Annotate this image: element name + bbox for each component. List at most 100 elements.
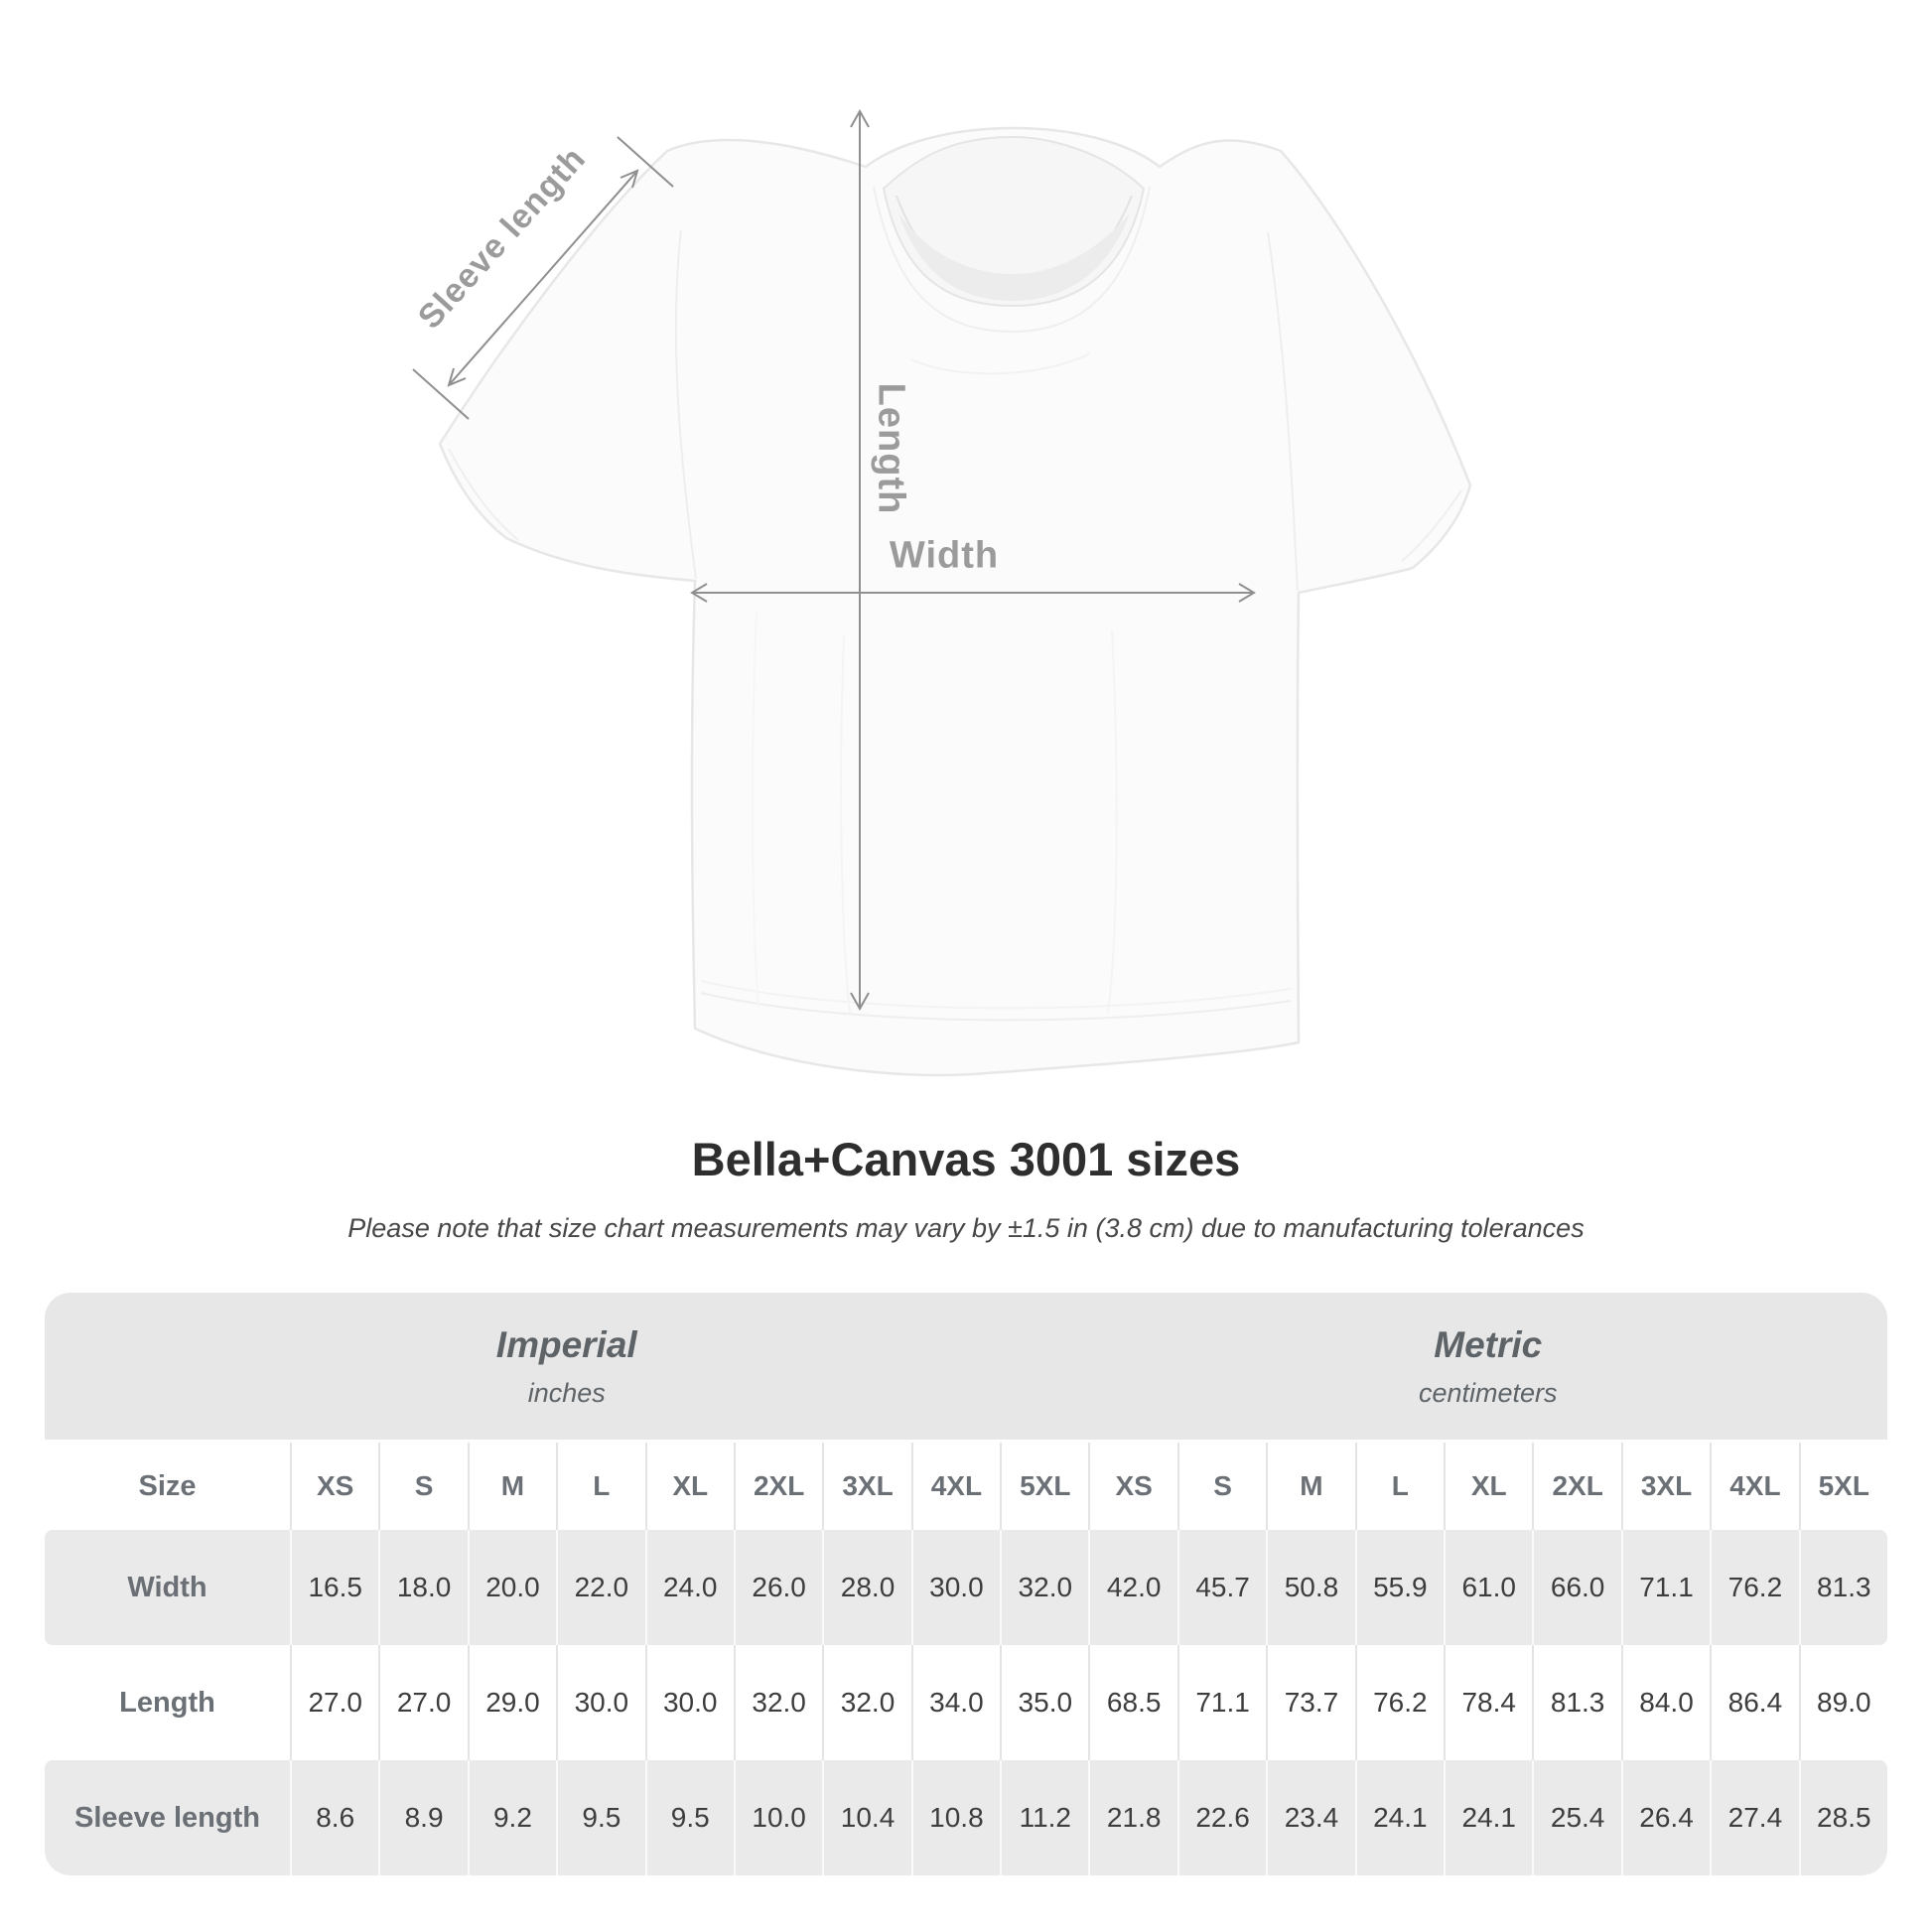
value-cell-metric: 71.1 <box>1176 1645 1266 1760</box>
value-cell-metric: 24.1 <box>1444 1760 1532 1875</box>
size-header-row: Size XS S M L XL 2XL 3XL 4XL 5XL XS S M L XL 2XL 3XL 4XL 5… <box>45 1443 1887 1530</box>
chest-drape <box>910 352 1091 375</box>
table-row-length: Length 27.0 27.0 29.0 30.0 30.0 32.0 32.0 34.0 35… <box>45 1645 1887 1760</box>
size-col-header-imperial: XL <box>644 1443 734 1530</box>
value-cell-imperial: 30.0 <box>556 1645 644 1760</box>
imperial-label: Imperial <box>495 1323 637 1365</box>
length-label: Length <box>870 382 912 515</box>
value-cell-metric: 45.7 <box>1176 1530 1266 1645</box>
size-col-header-imperial: 3XL <box>822 1443 910 1530</box>
row-header: Length <box>119 1686 215 1719</box>
tolerance-note: Please note that size chart measurements… <box>347 1213 1585 1243</box>
value-cell-metric: 61.0 <box>1444 1530 1532 1645</box>
value-cell-imperial: 16.5 <box>290 1530 378 1645</box>
value-cell-imperial: 27.0 <box>290 1645 378 1760</box>
value-cell-imperial: 18.0 <box>378 1530 467 1645</box>
value-cell-metric: 89.0 <box>1798 1645 1887 1760</box>
collar-interior-shadow <box>898 213 1130 301</box>
value-cell-metric: 55.9 <box>1354 1530 1444 1645</box>
value-cell-imperial: 27.0 <box>378 1645 467 1760</box>
size-col-header-metric: XS <box>1088 1443 1176 1530</box>
value-cell-metric: 22.6 <box>1176 1760 1266 1875</box>
value-cell-metric: 86.4 <box>1710 1645 1798 1760</box>
table-body: Width 16.5 18.0 20.0 22.0 24.0 26.0 28.0 30.0 32.… <box>45 1530 1887 1875</box>
left-armhole-seam <box>674 229 697 580</box>
size-col-header-metric: 2XL <box>1532 1443 1620 1530</box>
size-col-header-imperial: M <box>467 1443 556 1530</box>
value-cell-imperial: 8.6 <box>290 1760 378 1875</box>
value-cell-metric: 73.7 <box>1266 1645 1354 1760</box>
right-armhole-seam <box>1267 231 1299 592</box>
value-cell-metric: 28.5 <box>1798 1760 1887 1875</box>
value-cell-metric: 21.8 <box>1088 1760 1176 1875</box>
wrinkle-1 <box>840 634 851 1014</box>
value-cell-imperial: 29.0 <box>467 1645 556 1760</box>
table-row-sleeve-length: Sleeve length 8.6 8.9 9.2 9.5 9.5 10.0 10.4 10.8… <box>45 1760 1887 1875</box>
value-cell-metric: 68.5 <box>1088 1645 1176 1760</box>
value-cell-imperial: 10.4 <box>822 1760 910 1875</box>
size-row-header: Size <box>138 1469 197 1502</box>
size-col-header-imperial: XS <box>290 1443 378 1530</box>
size-col-header-metric: 5XL <box>1798 1443 1887 1530</box>
value-cell-imperial: 28.0 <box>822 1530 910 1645</box>
imperial-sublabel: inches <box>527 1377 606 1408</box>
sleeve-tick-bottom <box>412 368 470 420</box>
size-col-header-metric: 4XL <box>1710 1443 1798 1530</box>
size-col-header-imperial: S <box>378 1443 467 1530</box>
value-cell-metric: 50.8 <box>1266 1530 1354 1645</box>
value-cell-imperial: 32.0 <box>1000 1530 1088 1645</box>
value-cell-metric: 42.0 <box>1088 1530 1176 1645</box>
collar-bottom-seam <box>873 186 1151 334</box>
value-cell-imperial: 8.9 <box>378 1760 467 1875</box>
value-cell-imperial: 30.0 <box>644 1645 734 1760</box>
size-table: Imperial inches Metric centimeters Size X… <box>45 1293 1887 1875</box>
value-cell-imperial: 30.0 <box>910 1530 1000 1645</box>
value-cell-metric: 78.4 <box>1444 1645 1532 1760</box>
value-cell-metric: 25.4 <box>1532 1760 1620 1875</box>
value-cell-imperial: 10.8 <box>910 1760 1000 1875</box>
value-cell-metric: 26.4 <box>1620 1760 1710 1875</box>
size-col-header-imperial: L <box>556 1443 644 1530</box>
value-cell-metric: 76.2 <box>1710 1530 1798 1645</box>
value-cell-imperial: 24.0 <box>644 1530 734 1645</box>
metric-sublabel: centimeters <box>1418 1377 1558 1408</box>
value-cell-imperial: 34.0 <box>910 1645 1000 1760</box>
unit-group-metric: Metric centimeters <box>1089 1293 1888 1440</box>
tshirt-body <box>438 126 1472 1077</box>
tshirt-diagram: Sleeve length Length Width <box>411 108 1472 1077</box>
hem-seam <box>700 992 1292 1022</box>
value-cell-imperial: 10.0 <box>733 1760 822 1875</box>
wrinkle-3 <box>751 610 759 1009</box>
value-cell-metric: 27.4 <box>1710 1760 1798 1875</box>
value-cell-metric: 76.2 <box>1354 1645 1444 1760</box>
value-cell-imperial: 9.5 <box>556 1760 644 1875</box>
value-cell-metric: 81.3 <box>1532 1645 1620 1760</box>
hem-seam-2 <box>700 980 1292 1010</box>
value-cell-imperial: 32.0 <box>733 1645 822 1760</box>
width-arrowhead-right <box>1238 583 1256 603</box>
sleeve-arrowhead-bottom <box>447 367 467 387</box>
wrinkle-2 <box>1107 629 1118 1014</box>
value-cell-metric: 71.1 <box>1620 1530 1710 1645</box>
size-col-header-metric: L <box>1354 1443 1444 1530</box>
value-cell-metric: 23.4 <box>1266 1760 1354 1875</box>
value-cell-metric: 66.0 <box>1532 1530 1620 1645</box>
size-col-header-metric: S <box>1176 1443 1266 1530</box>
unit-header-band: Imperial inches Metric centimeters <box>45 1293 1887 1440</box>
size-col-header-imperial: 4XL <box>910 1443 1000 1530</box>
value-cell-metric: 81.3 <box>1798 1530 1887 1645</box>
left-cuff-fold <box>448 448 519 541</box>
value-cell-imperial: 22.0 <box>556 1530 644 1645</box>
length-arrowhead-top <box>850 108 870 128</box>
metric-label: Metric <box>1434 1323 1543 1365</box>
size-col-header-metric: XL <box>1444 1443 1532 1530</box>
length-arrowhead-bottom <box>850 992 870 1012</box>
size-col-header-metric: M <box>1266 1443 1354 1530</box>
row-header: Width <box>127 1571 207 1603</box>
value-cell-imperial: 35.0 <box>1000 1645 1088 1760</box>
width-label: Width <box>889 534 1000 577</box>
measurement-arrows <box>412 108 1256 1012</box>
sleeve-arrow-line <box>448 170 638 386</box>
sleeve-tick-top <box>617 136 674 188</box>
